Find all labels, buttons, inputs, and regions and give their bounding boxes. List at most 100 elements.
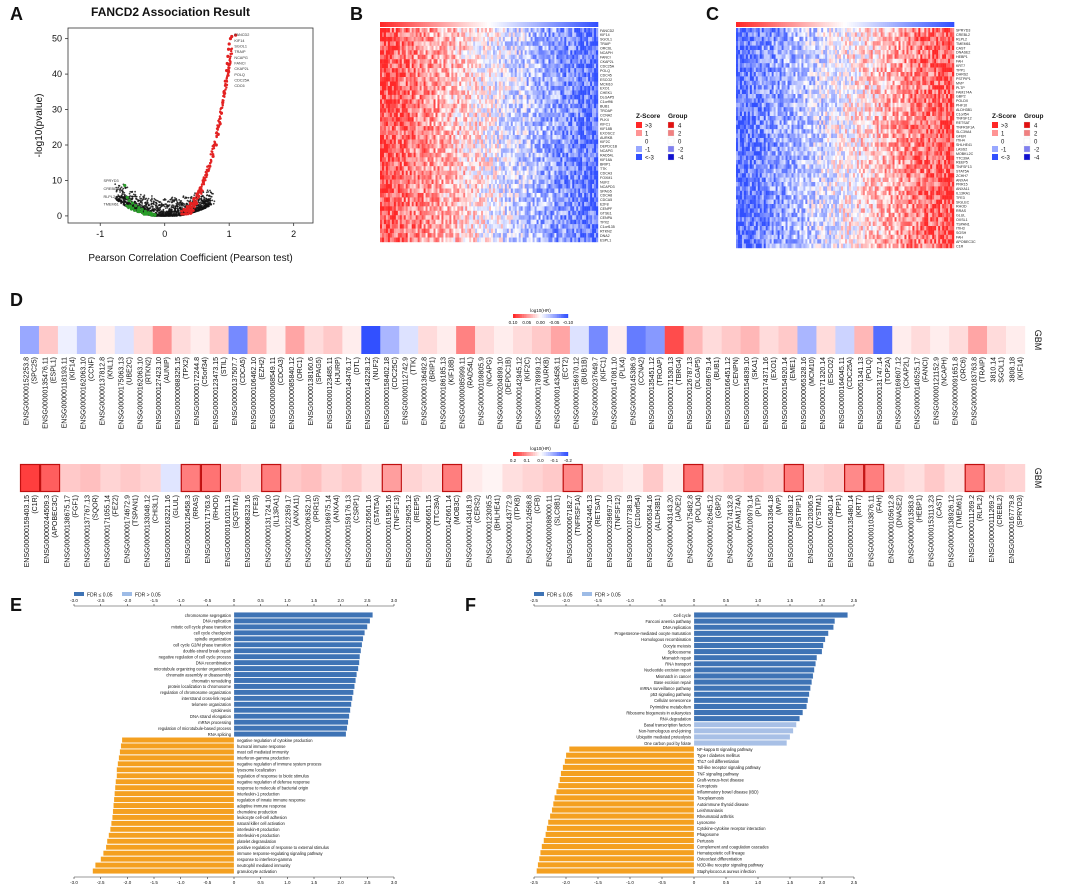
heatmap-cell	[411, 32, 414, 38]
heatmap-cell	[572, 117, 575, 122]
heatmap-cell	[381, 36, 385, 42]
heatmap-cell	[570, 117, 573, 122]
heatmap-cell	[524, 126, 527, 131]
heatmap-cell	[578, 90, 581, 96]
heatmap-cell	[399, 126, 402, 131]
heatmap-cell	[397, 68, 401, 73]
heatmap-cell	[391, 108, 395, 113]
heatmap-cell	[467, 94, 470, 100]
null-point	[150, 205, 152, 208]
heatmap-cell	[492, 117, 496, 122]
heatmap-cell	[562, 121, 565, 127]
positive-point	[200, 192, 203, 195]
heatmap-cell	[540, 117, 543, 122]
heatmap-cell	[584, 50, 587, 55]
heatmap-cell	[596, 112, 599, 118]
heatmap-cell	[552, 112, 555, 118]
heatmap-cell	[516, 81, 519, 87]
heatmap-cell	[381, 126, 385, 131]
heatmap-cell	[506, 81, 510, 87]
heatmap-cell	[524, 32, 527, 38]
heatmap-cell	[395, 50, 399, 55]
heatmap-cell	[397, 108, 401, 113]
heatmap-cell	[496, 103, 500, 109]
heatmap-cell	[425, 41, 428, 47]
heatmap-cell	[544, 68, 547, 73]
heatmap-cell	[512, 36, 515, 42]
heatmap-cell	[594, 148, 597, 154]
heatmap-cell	[471, 99, 474, 104]
heatmap-cell	[467, 135, 470, 140]
heatmap-cell	[518, 112, 521, 118]
heatmap-cell	[512, 59, 515, 64]
heatmap-cell	[433, 112, 436, 118]
heatmap-cell	[590, 32, 593, 38]
heatmap-cell	[586, 50, 589, 55]
heatmap-cell	[453, 68, 456, 73]
heatmap-cell	[596, 81, 599, 87]
group-bar-cell	[457, 22, 460, 27]
heatmap-cell	[582, 108, 585, 113]
heatmap-cell	[391, 36, 395, 42]
heatmap-cell	[550, 36, 553, 42]
heatmap-cell	[457, 81, 460, 87]
group-bar-cell	[417, 22, 420, 27]
heatmap-cell	[487, 32, 490, 38]
heatmap-cell	[411, 77, 414, 82]
heatmap-cell	[433, 121, 436, 127]
heatmap-cell	[393, 28, 397, 33]
row-label: ESCO2	[600, 78, 612, 82]
heatmap-cell	[550, 130, 553, 136]
heatmap-cell	[419, 36, 422, 42]
heatmap-cell	[457, 112, 460, 118]
heatmap-cell	[385, 45, 389, 51]
heatmap-cell	[459, 59, 462, 64]
heatmap-cell	[403, 143, 406, 149]
heatmap-cell	[385, 130, 389, 136]
null-point	[178, 213, 181, 216]
heatmap-cell	[469, 54, 472, 60]
heatmap-cell	[455, 36, 458, 42]
heatmap-cell	[550, 81, 553, 87]
heatmap-cell	[566, 41, 569, 47]
heatmap-cell	[445, 59, 448, 64]
heatmap-cell	[437, 85, 440, 91]
heatmap-cell	[463, 41, 466, 47]
null-point	[143, 196, 146, 198]
heatmap-cell	[419, 50, 422, 55]
null-point	[174, 206, 177, 209]
heatmap-cell	[383, 36, 387, 42]
heatmap-cell	[514, 41, 517, 47]
heatmap-cell	[492, 81, 496, 87]
heatmap-cell	[443, 85, 446, 91]
heatmap-cell	[502, 139, 506, 145]
null-point	[172, 204, 175, 207]
heatmap-cell	[380, 94, 383, 100]
heatmap-cell	[560, 81, 563, 87]
heatmap-cell	[518, 130, 521, 136]
heatmap-cell	[487, 36, 490, 42]
heatmap-cell	[383, 130, 387, 136]
heatmap-cell	[522, 77, 525, 82]
heatmap-cell	[584, 121, 587, 127]
heatmap-cell	[475, 117, 478, 122]
heatmap-cell	[490, 54, 494, 60]
group-bar-cell	[447, 22, 450, 27]
heatmap-cell	[582, 85, 585, 91]
heatmap-cell	[427, 99, 430, 104]
heatmap-cell	[453, 32, 456, 38]
negative-point	[140, 210, 143, 213]
heatmap-cell	[584, 63, 587, 69]
heatmap-cell	[578, 59, 581, 64]
heatmap-cell	[473, 108, 476, 113]
heatmap-cell	[405, 63, 408, 69]
positive-point	[226, 54, 230, 58]
heatmap-cell	[433, 77, 436, 82]
heatmap-cell	[576, 81, 579, 87]
heatmap-cell	[475, 139, 478, 145]
heatmap-cell	[526, 59, 529, 64]
heatmap-cell	[522, 28, 525, 33]
heatmap-cell	[572, 45, 575, 51]
heatmap-cell	[465, 121, 468, 127]
heatmap-cell	[431, 28, 434, 33]
